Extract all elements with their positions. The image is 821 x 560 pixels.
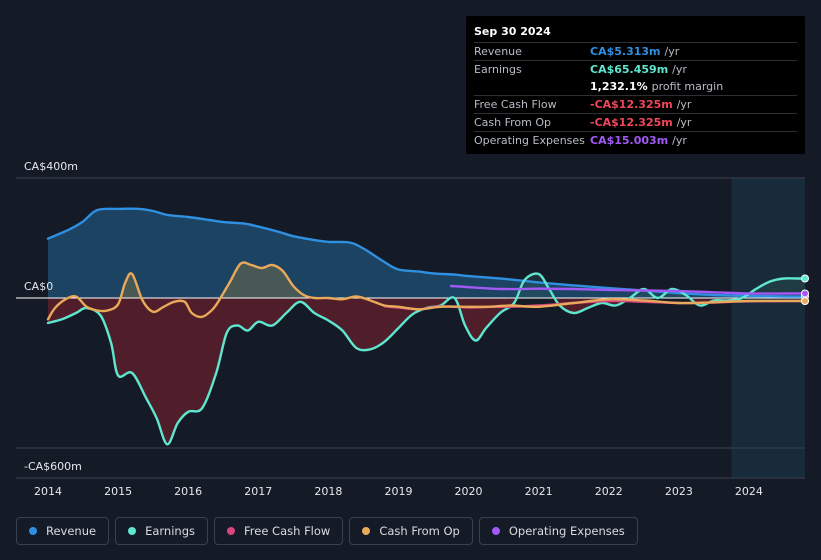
tooltip-row-unit: profit margin <box>651 80 724 93</box>
tooltip-row-value: CA$65.459m <box>590 63 669 76</box>
tooltip-row: Revenue CA$5.313m/yr <box>474 42 797 60</box>
tooltip-row-unit: /yr <box>664 45 680 58</box>
legend: Revenue Earnings Free Cash Flow Cash From O… <box>16 517 638 545</box>
tooltip-row-unit: /yr <box>672 134 687 147</box>
legend-dot-icon <box>491 527 500 535</box>
x-axis-labels: 2014 2015 2016 2017 2018 2019 2020 2021 2022 2023… <box>34 485 763 498</box>
x-tick-label: 2020 <box>455 485 483 498</box>
x-tick-label: 2024 <box>735 485 763 498</box>
x-tick-label: 2019 <box>384 485 412 498</box>
cash-from-op-area-0 <box>48 262 805 298</box>
legend-dot-icon <box>29 527 37 535</box>
x-tick-label: 2014 <box>34 485 62 498</box>
cash-from-op-end-marker <box>801 297 809 305</box>
tooltip-row-label: Operating Expenses <box>474 134 585 147</box>
end-markers <box>801 274 809 305</box>
operating-expenses-line <box>449 284 807 295</box>
forecast-highlight-band <box>731 178 805 478</box>
tooltip-date: Sep 30 2024 <box>474 25 551 38</box>
x-tick-label: 2015 <box>104 485 132 498</box>
tooltip-row-label: Earnings <box>474 63 522 76</box>
tooltip-row-unit: /yr <box>676 116 692 129</box>
chart: CA$400m CA$0 -CA$600m 2014 2015 2016 2017 2018… <box>16 160 809 498</box>
tooltip-row-value: CA$15.003m <box>590 134 669 147</box>
x-tick-label: 2021 <box>525 485 553 498</box>
tooltip-row: Free Cash Flow -CA$12.325m/yr <box>474 95 797 113</box>
tooltip-row-unit: /yr <box>672 63 687 76</box>
tooltip-rows: Revenue CA$5.313m/yr Earnings CA$65.459m/yr… <box>474 42 797 149</box>
tooltip-row-unit: /yr <box>676 98 692 111</box>
legend-item-revenue[interactable]: Revenue <box>16 517 110 545</box>
legend-dot-icon <box>128 527 137 535</box>
earnings-area-0 <box>48 298 805 445</box>
legend-label: Free Cash Flow <box>244 524 331 538</box>
revenue-area-0 <box>48 208 805 298</box>
tooltip-row-value: -CA$12.325m <box>590 116 673 129</box>
x-tick-label: 2016 <box>174 485 202 498</box>
legend-item-earnings[interactable]: Earnings <box>115 517 208 545</box>
revenue-line <box>46 207 807 298</box>
series-fills <box>48 208 805 445</box>
x-tick-label: 2018 <box>314 485 342 498</box>
earnings-end-marker <box>801 274 809 283</box>
y-tick-label: CA$400m <box>24 160 78 173</box>
grid-lines <box>16 177 805 479</box>
series-lines <box>46 207 807 446</box>
y-tick-label: CA$0 <box>24 280 53 293</box>
tooltip-row: Cash From Op -CA$12.325m/yr <box>474 113 797 131</box>
highlight-band <box>731 178 805 478</box>
legend-item-free-cash-flow[interactable]: Free Cash Flow <box>214 517 344 545</box>
tooltip-row-value: 1,232.1% <box>590 80 648 93</box>
legend-item-cash-from-op[interactable]: Cash From Op <box>349 517 473 545</box>
tooltip-row-label: Free Cash Flow <box>474 98 557 111</box>
tooltip-row-value: -CA$12.325m <box>590 98 673 111</box>
x-tick-label: 2017 <box>244 485 272 498</box>
cash-from-op-line <box>46 261 807 321</box>
tooltip-row-label <box>474 78 590 95</box>
tooltip: Sep 30 2024 Revenue CA$5.313m/yr Earnings C… <box>466 16 805 154</box>
legend-label: Cash From Op <box>379 524 460 538</box>
tooltip-row-label: Revenue <box>474 45 522 58</box>
legend-dot-icon <box>227 527 235 535</box>
legend-item-operating-expenses[interactable]: Operating Expenses <box>478 517 638 545</box>
x-tick-label: 2023 <box>665 485 693 498</box>
operating-expenses-end-marker <box>801 289 809 298</box>
tooltip-row-label: Cash From Op <box>474 116 552 129</box>
tooltip-row: 1,232.1% profit margin <box>474 78 797 95</box>
tooltip-row: Earnings CA$65.459m/yr <box>474 60 797 78</box>
legend-label: Operating Expenses <box>508 524 625 538</box>
tooltip-row-value: CA$5.313m <box>590 45 661 58</box>
y-tick-label: -CA$600m <box>24 460 82 473</box>
legend-label: Earnings <box>145 524 195 538</box>
y-axis-labels: CA$400m CA$0 -CA$600m <box>24 160 82 473</box>
legend-label: Revenue <box>46 524 97 538</box>
x-tick-label: 2022 <box>595 485 623 498</box>
legend-dot-icon <box>362 527 371 535</box>
tooltip-row: Operating Expenses CA$15.003m/yr <box>474 131 797 149</box>
